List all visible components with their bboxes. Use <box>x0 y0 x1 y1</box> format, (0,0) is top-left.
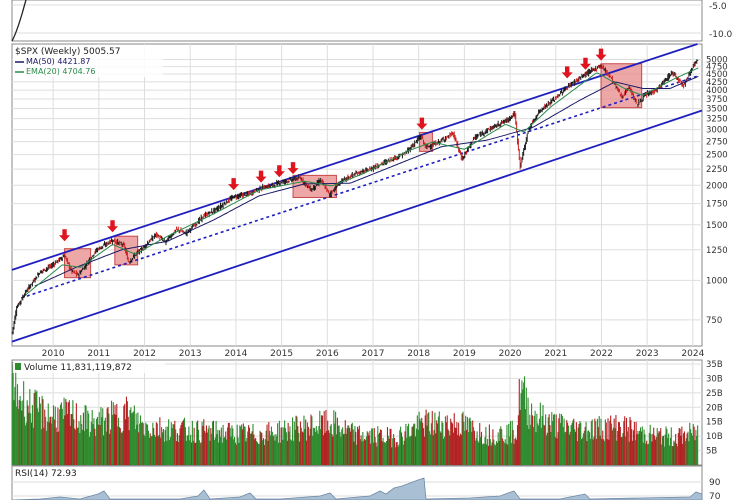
arrow-marker <box>416 117 428 130</box>
volume-tick-label: 20B <box>706 403 723 413</box>
top-indicator-panel: -5.0 -10.0 <box>11 0 733 42</box>
time-axis: 2010 2011 2012 2013 2014 2015 2016 2017 2018 2019… <box>42 349 705 359</box>
top-panel-series <box>11 0 27 42</box>
volume-tick-label: 35B <box>706 360 723 370</box>
year-tick-label: 2014 <box>224 349 247 359</box>
year-tick-label: 2017 <box>362 349 385 359</box>
price-tick-label: 1500 <box>706 221 728 231</box>
volume-tick-label: 30B <box>706 374 723 384</box>
year-tick-label: 2012 <box>133 349 156 359</box>
arrow-marker <box>595 48 607 61</box>
price-tick-label: 2250 <box>706 165 728 175</box>
arrow-marker <box>228 178 240 191</box>
rsi-legend: RSI(14) 72.93 <box>15 469 77 479</box>
arrow-markers <box>59 48 607 242</box>
ema20-line <box>25 67 699 296</box>
top-panel-frame <box>11 0 703 42</box>
volume-tick-label: 5B <box>706 447 717 457</box>
price-tick-label: 750 <box>706 316 722 326</box>
price-tick-label: 2000 <box>706 181 728 191</box>
year-tick-label: 2016 <box>316 349 339 359</box>
volume-bars <box>11 362 699 465</box>
price-panel-frame <box>11 43 703 347</box>
year-tick-label: 2022 <box>590 349 613 359</box>
price-bars <box>11 59 699 335</box>
price-tick-label: 2750 <box>706 138 728 148</box>
price-tick-label: 2500 <box>706 151 728 161</box>
year-tick-label: 2020 <box>499 349 522 359</box>
arrow-marker <box>273 165 285 178</box>
legend-symbol-line: $SPX (Weekly) 5005.57 <box>15 47 120 57</box>
arrow-marker <box>579 57 591 70</box>
price-tick-label: 4500 <box>706 70 728 80</box>
legend-ma50: MA(50) 4421.87 <box>26 57 90 66</box>
arrow-marker <box>59 229 71 242</box>
year-tick-label: 2010 <box>42 349 65 359</box>
year-tick-label: 2024 <box>681 349 704 359</box>
price-tick-label: 1250 <box>706 246 728 256</box>
rsi-area <box>11 477 703 501</box>
legend-background <box>13 45 163 77</box>
year-tick-label: 2018 <box>407 349 430 359</box>
year-tick-label: 2023 <box>636 349 659 359</box>
channel-midline <box>20 75 698 299</box>
price-tick-label: 1750 <box>706 200 728 210</box>
volume-tick-label: 10B <box>706 432 723 442</box>
rsi-tick-label: 70 <box>709 492 721 500</box>
volume-legend-background <box>13 361 165 373</box>
legend-ema20: EMA(20) 4704.76 <box>26 67 95 76</box>
arrow-marker <box>287 162 299 175</box>
rsi-panel-frame <box>11 465 703 504</box>
price-tick-label: 3750 <box>706 95 728 105</box>
volume-axis: 35B 30B 25B 20B 15B 10B 5B <box>706 360 723 457</box>
price-tick-label: 5000 <box>706 56 728 66</box>
channel-line <box>11 43 698 271</box>
price-tick-label: 4250 <box>706 78 728 88</box>
channel-line <box>11 109 703 343</box>
volume-legend-swatch <box>15 363 21 370</box>
rsi-panel: RSI(14) 72.93 90 70 <box>11 465 721 504</box>
price-legend: $SPX (Weekly) 5005.57 MA(50) 4421.87 EMA… <box>13 45 163 77</box>
rsi-legend-background <box>13 467 83 479</box>
volume-legend: Volume 11,831,119,872 <box>24 363 132 373</box>
ma50-line <box>34 75 699 287</box>
price-tick-label: 4750 <box>706 63 728 73</box>
year-tick-label: 2011 <box>87 349 110 359</box>
price-tick-label: 3500 <box>706 104 728 114</box>
arrow-marker <box>107 220 119 233</box>
price-tick-label: 4000 <box>706 86 728 96</box>
arrow-marker <box>255 170 267 183</box>
price-tick-label: 3000 <box>706 126 728 136</box>
arrow-marker <box>561 66 573 79</box>
top-tick-label: -10.0 <box>709 30 733 40</box>
top-tick-label: -5.0 <box>709 2 727 12</box>
trend-channel-lines <box>11 43 703 343</box>
year-tick-label: 2021 <box>544 349 567 359</box>
price-tick-label: 1000 <box>706 276 728 286</box>
price-tick-label: 3250 <box>706 115 728 125</box>
volume-tick-label: 25B <box>706 389 723 399</box>
volume-tick-label: 15B <box>706 418 723 428</box>
year-tick-label: 2019 <box>453 349 476 359</box>
year-tick-label: 2013 <box>179 349 202 359</box>
volume-panel: 35B 30B 25B 20B 15B 10B 5B Volume 11,831,119,8… <box>11 359 723 466</box>
year-tick-label: 2015 <box>270 349 293 359</box>
rsi-tick-label: 90 <box>709 478 721 488</box>
